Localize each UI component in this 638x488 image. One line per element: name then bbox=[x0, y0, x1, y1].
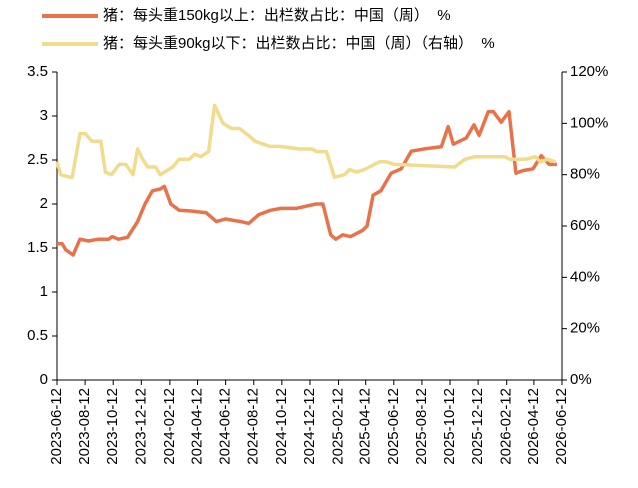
x-tick-label: 2024-06-12 bbox=[217, 388, 234, 465]
x-tick-label: 2023-12-12 bbox=[132, 388, 149, 465]
x-tick-label: 2026-06-12 bbox=[553, 388, 570, 465]
x-tick-label: 2025-02-12 bbox=[329, 388, 346, 465]
x-tick-label: 2025-04-12 bbox=[357, 388, 374, 465]
y2-tick-label: 100% bbox=[570, 114, 608, 131]
y2-tick-label: 20% bbox=[570, 320, 600, 337]
y-tick-label: 0 bbox=[40, 371, 48, 388]
legend-label: 猪：每头重150kg以上：出栏数占比：中国（周） % bbox=[103, 7, 451, 24]
y-tick-label: 1.5 bbox=[27, 239, 48, 256]
y2-tick-label: 80% bbox=[570, 166, 600, 183]
x-tick-label: 2023-10-12 bbox=[104, 388, 121, 465]
y-tick-label: 3.5 bbox=[27, 63, 48, 80]
x-tick-label: 2025-10-12 bbox=[441, 388, 458, 465]
y-tick-label: 2.5 bbox=[27, 151, 48, 168]
series-line bbox=[55, 103, 557, 179]
x-tick-label: 2023-06-12 bbox=[48, 388, 65, 465]
y2-tick-label: 0% bbox=[570, 371, 592, 388]
x-tick-label: 2023-08-12 bbox=[76, 388, 93, 465]
legend-label: 猪：每头重90kg以下：出栏数占比：中国（周）（右轴） % bbox=[103, 35, 495, 52]
x-tick-label: 2024-04-12 bbox=[189, 388, 206, 465]
x-tick-label: 2026-02-12 bbox=[498, 388, 515, 465]
x-tick-label: 2025-12-12 bbox=[469, 388, 486, 465]
y-tick-label: 3 bbox=[40, 107, 48, 124]
x-tick-label: 2025-08-12 bbox=[413, 388, 430, 465]
y-tick-label: 1 bbox=[40, 283, 48, 300]
x-tick-label: 2024-10-12 bbox=[273, 388, 290, 465]
y2-tick-label: 60% bbox=[570, 217, 600, 234]
y-tick-label: 2 bbox=[40, 195, 48, 212]
x-tick-label: 2025-06-12 bbox=[385, 388, 402, 465]
x-tick-label: 2024-02-12 bbox=[161, 388, 178, 465]
x-tick-label: 2024-12-12 bbox=[301, 388, 318, 465]
series-line bbox=[57, 109, 557, 257]
x-tick-label: 2026-04-12 bbox=[525, 388, 542, 465]
y-tick-label: 0.5 bbox=[27, 327, 48, 344]
y2-tick-label: 40% bbox=[570, 268, 600, 285]
y2-tick-label: 120% bbox=[570, 63, 608, 80]
x-tick-label: 2024-08-12 bbox=[245, 388, 262, 465]
